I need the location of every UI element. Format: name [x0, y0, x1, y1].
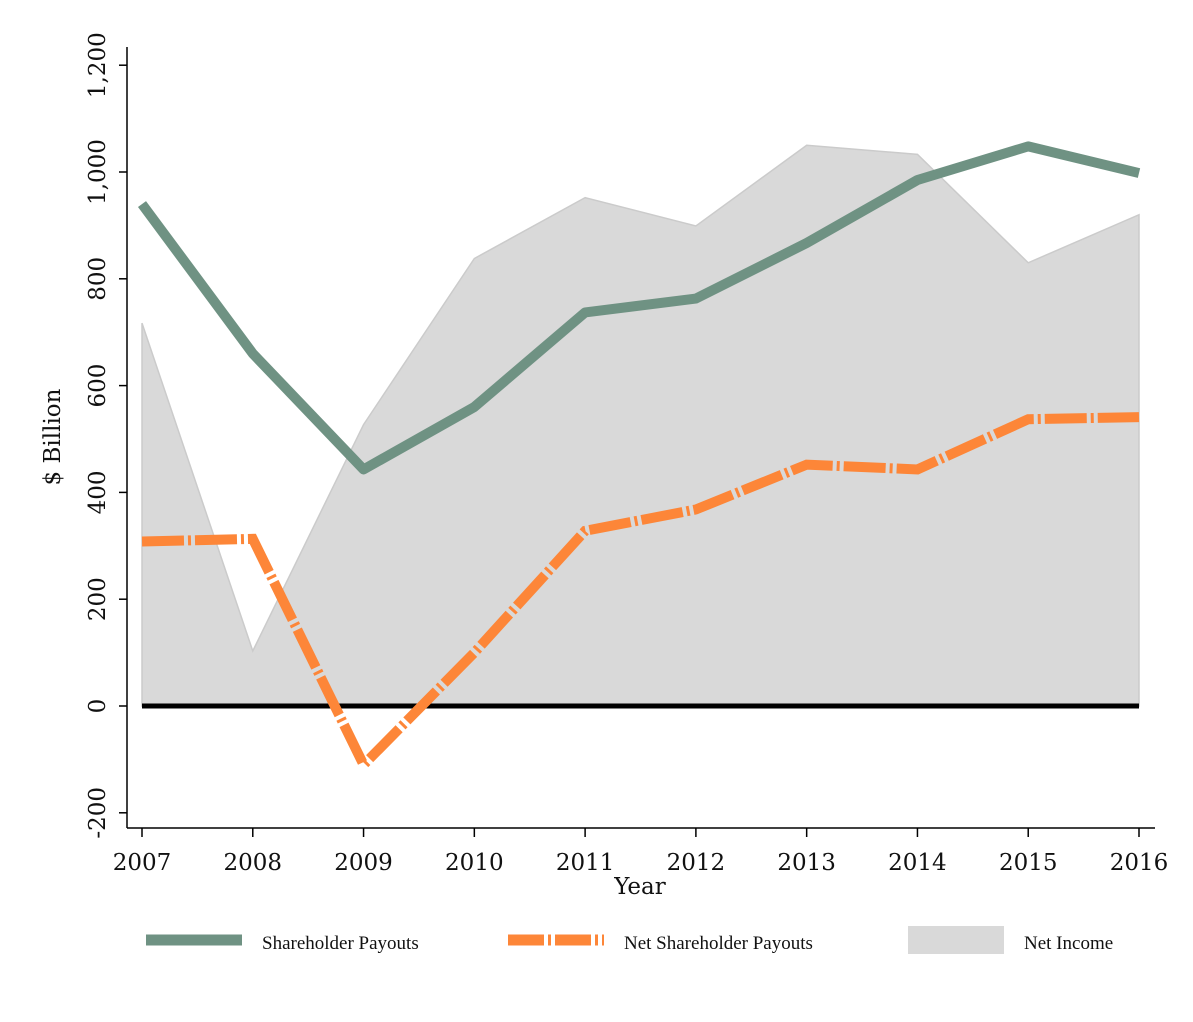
x-tick-label: 2009: [334, 850, 393, 876]
x-tick-label: 2011: [556, 850, 615, 876]
legend-label-net-shareholder-payouts: Net Shareholder Payouts: [624, 933, 813, 954]
y-tick-label: 600: [85, 364, 111, 408]
y-ticks: -200 0 200 400 600 800 1,000 1,200: [85, 32, 127, 839]
y-tick-label: 200: [85, 577, 111, 621]
legend-label-shareholder-payouts: Shareholder Payouts: [262, 933, 419, 954]
shareholder-payouts-line: [137, 141, 1141, 475]
y-tick-label: 400: [85, 470, 111, 514]
net-income-area: [141, 144, 1140, 707]
x-tick-label: 2008: [224, 850, 283, 876]
y-axis-title: $ Billion: [40, 388, 66, 485]
y-tick-label: 0: [85, 699, 111, 714]
x-tick-label: 2010: [445, 850, 504, 876]
y-tick-label: 1,000: [85, 139, 111, 205]
legend-label-net-income: Net Income: [1024, 933, 1113, 954]
legend-swatch-net-income: [908, 926, 1004, 954]
x-tick-label: 2014: [888, 850, 947, 876]
x-axis: 2007 2008 2009 2010 2011 2012 2013 2014 2015 2016: [113, 827, 1169, 876]
y-tick-label: -200: [85, 787, 111, 839]
net-shareholder-payouts-line: [141, 412, 1140, 774]
x-tick-label: 2016: [1110, 850, 1169, 876]
y-axis: -200 0 200 400 600 800 1,000 1,200: [85, 32, 128, 839]
x-axis-title: Year: [613, 874, 666, 900]
y-tick-label: 1,200: [85, 32, 111, 98]
y-tick-label: 800: [85, 257, 111, 301]
x-ticks: 2007 2008 2009 2010 2011 2012 2013 2014 2015 2016: [113, 828, 1169, 876]
x-tick-label: 2015: [999, 850, 1058, 876]
legend: Shareholder Payouts Net Shareholder Payo…: [146, 926, 1113, 954]
x-tick-label: 2007: [113, 850, 172, 876]
plot-area: [137, 141, 1141, 774]
x-tick-label: 2013: [777, 850, 836, 876]
x-tick-label: 2012: [667, 850, 726, 876]
